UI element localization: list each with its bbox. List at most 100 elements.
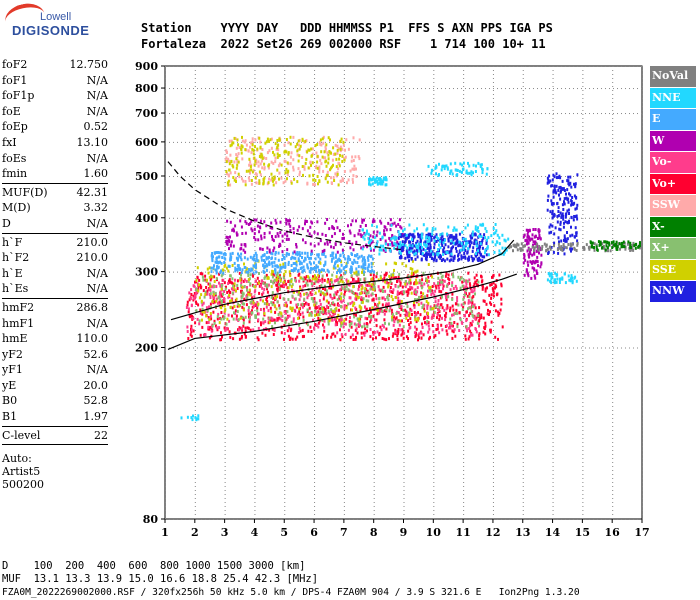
grid-dot [343,426,345,427]
grid-dot [545,88,546,90]
echo-point [401,292,404,296]
echo-point [340,315,343,319]
grid-dot [642,318,643,319]
echo-point [381,337,384,340]
grid-dot [582,466,584,467]
grid-dot [463,350,465,351]
echo-point [209,302,212,306]
grid-dot [403,390,405,391]
grid-dot [425,66,426,67]
grid-dot [463,458,465,459]
grid-dot [373,206,375,207]
grid-dot [284,382,286,383]
grid-dot [343,242,345,243]
echo-point [407,288,410,292]
grid-dot [481,113,482,115]
grid-dot [329,176,330,178]
grid-dot [522,198,524,199]
grid-dot [529,519,530,520]
param-value: N/A [86,282,108,296]
grid-dot [403,382,405,383]
echo-point [328,286,331,290]
echo-point [208,288,211,291]
grid-dot [284,142,286,143]
grid-dot [501,176,502,178]
grid-dot [343,230,345,231]
grid-dot [463,450,465,451]
grid-dot [365,347,366,349]
echo-point [397,299,400,303]
echo-point [363,322,366,326]
grid-dot [463,182,465,183]
grid-dot [417,141,418,143]
echo-point [456,322,459,326]
echo-point [311,292,314,296]
echo-point [302,277,305,281]
grid-dot [597,141,598,143]
echo-point [256,276,259,280]
grid-dot [293,519,294,520]
echo-point [470,298,473,302]
grid-dot [612,482,614,483]
grid-dot [205,141,206,143]
grid-dot [313,217,314,219]
grid-dot [525,217,526,219]
grid-dot [281,519,282,520]
grid-dot [403,138,405,139]
echo-point [475,330,478,334]
grid-dot [305,113,306,115]
grid-dot [165,222,166,223]
grid-dot [284,430,286,431]
grid-dot [597,176,598,178]
grid-dot [642,218,643,219]
grid-dot [201,113,202,115]
echo-point [451,313,453,317]
echo-point [215,299,218,303]
grid-dot [165,342,166,343]
echo-point [270,285,273,289]
grid-dot [403,462,405,463]
param-key: C-level [2,428,41,442]
grid-dot [573,519,574,520]
grid-dot [612,174,614,175]
echo-point [376,330,379,334]
echo-point [401,330,404,334]
grid-dot [165,234,166,235]
echo-point [272,296,274,300]
grid-dot [233,217,234,219]
grid-dot [612,466,614,467]
echo-point [369,273,372,277]
grid-dot [403,394,405,395]
echo-point [251,299,254,303]
grid-dot [373,350,375,351]
echo-point [451,281,454,285]
grid-dot [552,270,554,271]
grid-dot [552,450,554,451]
grid-dot [582,414,584,415]
grid-dot [582,274,584,275]
grid-dot [522,142,524,143]
grid-dot [492,102,494,103]
grid-dot [189,66,190,67]
grid-dot [343,402,345,403]
echo-point [379,309,382,313]
grid-dot [373,174,375,175]
grid-dot [314,158,316,159]
grid-dot [357,113,358,115]
grid-dot [552,414,554,415]
echo-point [330,315,333,319]
echo-point [219,316,222,320]
grid-dot [517,271,518,273]
grid-dot [593,519,594,520]
grid-dot [492,122,494,123]
grid-dot [403,238,405,239]
grid-dot [465,176,466,178]
echo-point [301,335,304,339]
echo-point [361,298,364,302]
grid-dot [194,510,196,511]
grid-dot [373,266,375,267]
echo-point [434,284,437,288]
grid-dot [509,347,510,349]
grid-dot [373,414,375,415]
echo-point [199,311,202,315]
